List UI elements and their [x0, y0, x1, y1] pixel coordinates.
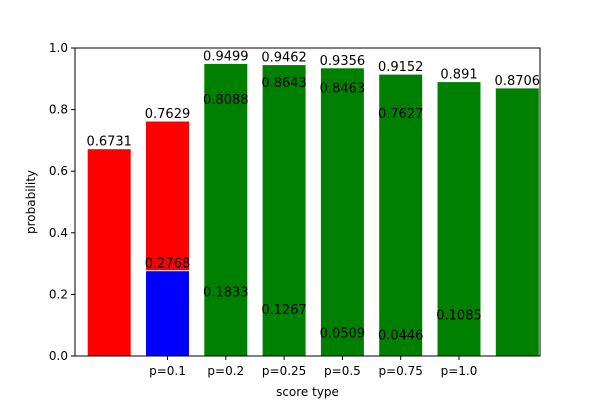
- bar-series3-1: [261, 64, 307, 357]
- data-label-series1-1: 0.7629: [145, 107, 191, 122]
- x-axis-label: score type: [276, 385, 339, 399]
- y-tick-label: 0.2: [49, 287, 68, 301]
- data-labels-layer: 0.6731 0.7629 0.8088 0.8643 0.8463 0.7627 0.27…: [86, 49, 540, 343]
- bar-series1-0: [86, 148, 132, 357]
- bar-series3-4: [436, 81, 482, 357]
- x-tick-label: p=0.25: [262, 364, 306, 378]
- bars-layer: [86, 62, 540, 357]
- data-label-series1-3: 0.8643: [261, 76, 307, 91]
- y-tick-label: 0.8: [49, 103, 68, 117]
- bar-series3-3: [378, 73, 424, 357]
- x-tick-label: p=1.0: [441, 364, 478, 378]
- data-label-series1-5: 0.7627: [378, 107, 424, 122]
- data-label-series3-0: 0.9499: [203, 49, 249, 64]
- y-tick-label: 0.6: [49, 164, 68, 178]
- bar-series3-2: [319, 67, 365, 357]
- data-label-series2-0: 0.2768: [145, 257, 191, 272]
- data-label-series1-0: 0.6731: [86, 135, 132, 150]
- y-tick-label: 0.0: [49, 349, 68, 363]
- data-label-series3-2: 0.9356: [320, 54, 366, 69]
- y-axis-label: probability: [24, 170, 38, 234]
- data-label-series2-5: 0.1085: [436, 309, 482, 324]
- x-tick-label: p=0.2: [207, 364, 244, 378]
- y-axis: 0.0 0.2 0.4 0.6 0.8 1.0: [49, 41, 75, 363]
- plot-frame: [74, 47, 541, 357]
- data-label-series1-2: 0.8088: [203, 93, 249, 108]
- data-label-series3-3: 0.9152: [378, 60, 424, 75]
- bar-series3-0: [203, 62, 249, 357]
- y-tick-label: 0.4: [49, 226, 68, 240]
- data-label-series2-2: 0.1267: [261, 303, 307, 318]
- x-tick-label: p=0.1: [149, 364, 186, 378]
- data-label-series3-4: 0.891: [440, 68, 477, 83]
- bar-series2-0: [145, 270, 190, 357]
- data-label-series2-3: 0.0509: [320, 326, 366, 341]
- x-tick-label: p=0.75: [379, 364, 423, 378]
- data-label-series3-5: 0.8706: [495, 74, 541, 89]
- data-label-series3-1: 0.9462: [261, 51, 307, 66]
- data-label-series2-4: 0.0446: [378, 328, 424, 343]
- data-label-series2-1: 0.1833: [203, 286, 249, 301]
- bar-series3-5: [494, 87, 540, 357]
- x-tick-label: p=0.5: [324, 364, 361, 378]
- data-label-series1-4: 0.8463: [320, 81, 366, 96]
- y-tick-label: 1.0: [49, 41, 68, 55]
- x-axis: p=0.1 p=0.2 p=0.25 p=0.5 p=0.75 p=1.0: [149, 356, 477, 378]
